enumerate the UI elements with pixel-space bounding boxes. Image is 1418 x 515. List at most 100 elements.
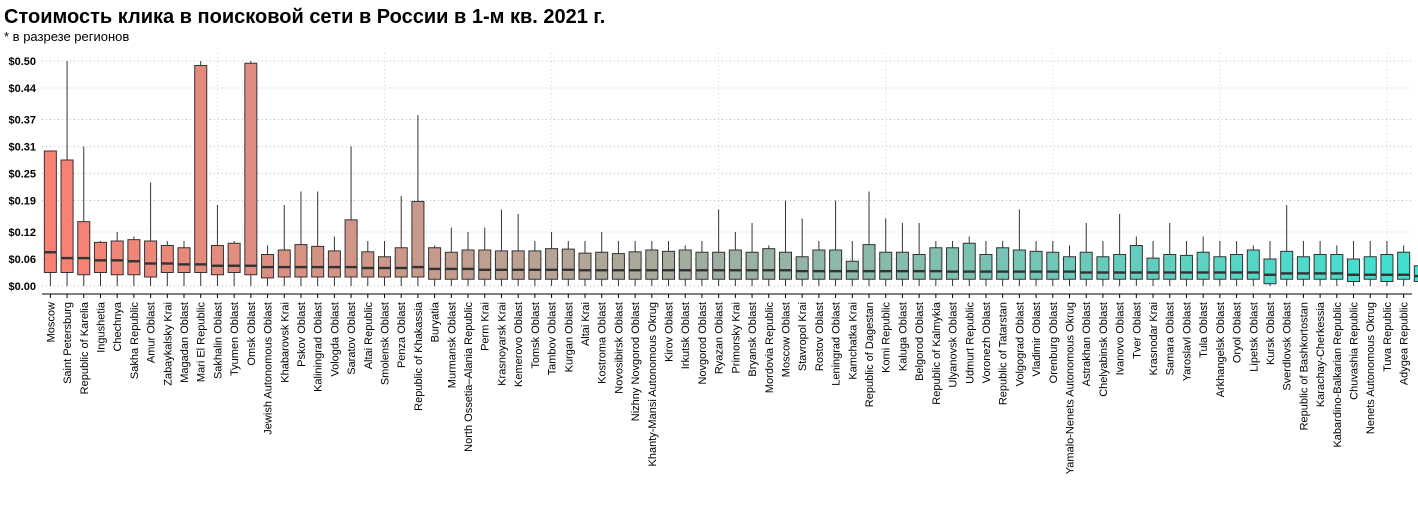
chart-subtitle: * в разрезе регионов	[4, 29, 130, 44]
box	[1313, 254, 1327, 280]
box	[294, 244, 308, 278]
box	[1330, 254, 1344, 280]
x-tick-label: Leningrad Oblast	[831, 302, 843, 386]
box	[227, 242, 241, 273]
x-tick-label: Republic of Khakassia	[413, 301, 425, 411]
x-tick-label: Tyumen Oblast	[229, 302, 241, 376]
x-tick-label: North Ossetia–Alania Republic	[463, 302, 475, 452]
x-tick-label: Chuvashia Republic	[1349, 302, 1361, 400]
x-tick-label: Saint Petersburg	[62, 302, 74, 384]
x-tick-label: Nenets Autonomous Okrug	[1365, 302, 1377, 434]
x-tick-label: Tuva Republic	[1382, 302, 1394, 372]
y-tick-label: $0.00	[8, 281, 36, 293]
box	[628, 251, 642, 280]
box	[879, 251, 893, 280]
box	[912, 254, 926, 280]
x-tick-label: Karachay-Cherkessia	[1315, 301, 1327, 407]
x-tick-label: Kemerovo Oblast	[513, 302, 525, 387]
box	[895, 251, 909, 280]
box	[1246, 249, 1260, 280]
x-tick-label: Republic of Kalmykia	[931, 301, 943, 405]
box	[194, 65, 208, 273]
x-tick-label: Kursk Oblast	[1265, 302, 1277, 365]
box	[1280, 250, 1294, 280]
box	[160, 245, 174, 273]
y-tick-label: $0.25	[8, 169, 36, 181]
x-tick-label: Orenburg Oblast	[1048, 302, 1060, 383]
box	[1029, 250, 1043, 280]
box	[812, 249, 826, 280]
box	[545, 248, 559, 280]
box	[277, 249, 291, 278]
y-tick-label: $0.50	[8, 56, 36, 68]
box	[1062, 256, 1077, 280]
box	[1347, 258, 1361, 282]
x-tick-label: Bryansk Oblast	[747, 302, 759, 377]
chart-title: Стоимость клика в поисковой сети в Росси…	[4, 6, 606, 28]
box	[1046, 251, 1060, 280]
x-tick-label: Yamalo-Nenets Autonomous Okrug	[1065, 302, 1077, 474]
x-tick-label: Komi Republic	[881, 302, 893, 373]
x-tick-label: Amur Oblast	[146, 302, 158, 363]
x-tick-label: Republic of Karelia	[79, 301, 91, 394]
y-tick-label: $0.31	[8, 142, 36, 154]
box	[428, 247, 442, 280]
x-tick-label: Republic of Bashkortostan	[1298, 302, 1310, 430]
box	[1263, 258, 1277, 285]
box	[1380, 254, 1394, 282]
x-tick-label: Arkhangelsk Oblast	[1215, 302, 1227, 397]
box	[728, 249, 742, 280]
x-tick-label: Tula Oblast	[1198, 302, 1210, 358]
box	[344, 219, 358, 278]
y-tick-label: $0.44	[8, 83, 36, 95]
box	[1296, 256, 1310, 280]
box	[177, 247, 191, 273]
box	[411, 200, 425, 278]
box	[1012, 249, 1026, 280]
box	[494, 250, 508, 280]
x-tick-label: Krasnoyarsk Krai	[496, 302, 508, 386]
x-tick-label: Sverdlovsk Oblast	[1282, 302, 1294, 391]
x-tick-label: Volgograd Oblast	[1014, 302, 1026, 386]
x-tick-label: Saratov Oblast	[346, 302, 358, 375]
x-tick-label: Smolensk Oblast	[380, 302, 392, 385]
x-tick-label: Ryazan Oblast	[714, 302, 726, 374]
box	[695, 251, 709, 280]
box	[962, 242, 976, 280]
x-tick-label: Yaroslavl Oblast	[1181, 302, 1193, 381]
x-tick-label: Lipetsk Oblast	[1248, 302, 1260, 372]
box	[528, 250, 542, 280]
box	[1179, 254, 1193, 280]
box	[1146, 257, 1160, 280]
x-tick-label: Kaliningrad Oblast	[313, 302, 325, 392]
box	[561, 248, 575, 280]
x-tick-label: Kabardino-Balkarian Republic	[1332, 302, 1344, 448]
x-tick-label: Rostov Oblast	[814, 302, 826, 371]
x-tick-label: Udmurt Republic	[964, 302, 976, 384]
x-tick-label: Chechnya	[112, 301, 124, 351]
x-tick-label: Primorsky Krai	[730, 302, 742, 374]
box	[110, 240, 124, 276]
x-tick-label: Oryol Oblast	[1232, 302, 1244, 363]
x-tick-label: Vladimir Oblast	[1031, 302, 1043, 377]
x-tick-label: Khanty-Mansi Autonomous Okrug	[647, 302, 659, 466]
box	[1079, 251, 1093, 280]
x-tick-label: Mordovia Republic	[764, 302, 776, 394]
box	[327, 250, 341, 278]
box	[43, 150, 57, 273]
box	[996, 247, 1010, 280]
x-tick-label: Belgorod Oblast	[914, 302, 926, 381]
box	[678, 249, 692, 280]
x-tick-label: Chelyabinsk Oblast	[1098, 302, 1110, 397]
x-tick-label: Stavropol Krai	[797, 302, 809, 371]
box	[311, 245, 325, 278]
x-tick-label: Moscow Oblast	[780, 302, 792, 377]
x-tick-label: Ulyanovsk Oblast	[948, 302, 960, 388]
box	[1113, 254, 1127, 280]
x-tick-label: Republic of Dagestan	[864, 302, 876, 407]
box	[929, 247, 943, 280]
x-tick-label: Sakhalin Oblast	[212, 302, 224, 379]
x-tick-label: Zabaykalsky Krai	[162, 302, 174, 386]
box	[511, 250, 525, 280]
box	[394, 247, 408, 278]
